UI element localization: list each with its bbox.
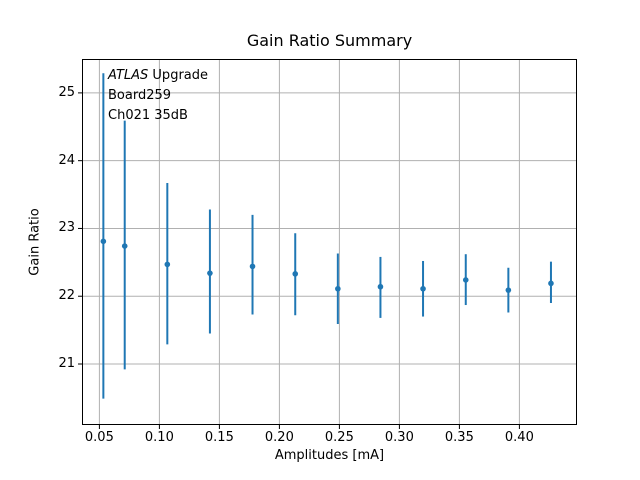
x-tick-label: 0.25 bbox=[324, 430, 354, 445]
x-tick-label: 0.10 bbox=[144, 430, 174, 445]
plot-border bbox=[82, 59, 577, 425]
annotation-experiment-name: ATLAS bbox=[108, 68, 149, 83]
data-point bbox=[335, 285, 341, 292]
x-axis-label: Amplitudes [mA] bbox=[274, 448, 385, 463]
annotation-line-2: Board259 bbox=[108, 88, 172, 103]
data-point bbox=[249, 263, 256, 270]
data-point bbox=[100, 238, 107, 245]
y-tick-label: 21 bbox=[58, 356, 75, 371]
data-point bbox=[164, 261, 171, 268]
x-tick-label: 0.05 bbox=[84, 430, 114, 445]
annotation: ATLAS Upgrade Board259 Ch021 35dB bbox=[108, 66, 208, 126]
data-point bbox=[121, 243, 128, 249]
y-tick-label: 25 bbox=[58, 84, 75, 100]
annotation-line-1: ATLAS Upgrade bbox=[108, 66, 208, 86]
data-point bbox=[292, 271, 299, 277]
y-tick-label: 23 bbox=[58, 220, 75, 236]
data-point bbox=[377, 283, 384, 290]
data-point bbox=[420, 285, 426, 292]
y-tick-label: 24 bbox=[58, 152, 75, 168]
data-point bbox=[462, 277, 469, 283]
data-point bbox=[548, 280, 554, 287]
data-point bbox=[505, 287, 512, 293]
x-tick-label: 0.30 bbox=[384, 430, 414, 445]
annotation-line-1-text: Upgrade bbox=[152, 68, 209, 83]
annotation-line-3: Ch021 35dB bbox=[108, 108, 188, 123]
x-tick-label: 0.20 bbox=[264, 430, 294, 445]
y-tick-label: 22 bbox=[58, 288, 75, 304]
x-tick-label: 0.40 bbox=[504, 430, 534, 445]
data-point bbox=[207, 270, 213, 276]
chart-title: Gain Ratio Summary bbox=[246, 31, 413, 50]
x-tick-label: 0.15 bbox=[204, 430, 234, 445]
x-tick-label: 0.35 bbox=[444, 430, 474, 445]
